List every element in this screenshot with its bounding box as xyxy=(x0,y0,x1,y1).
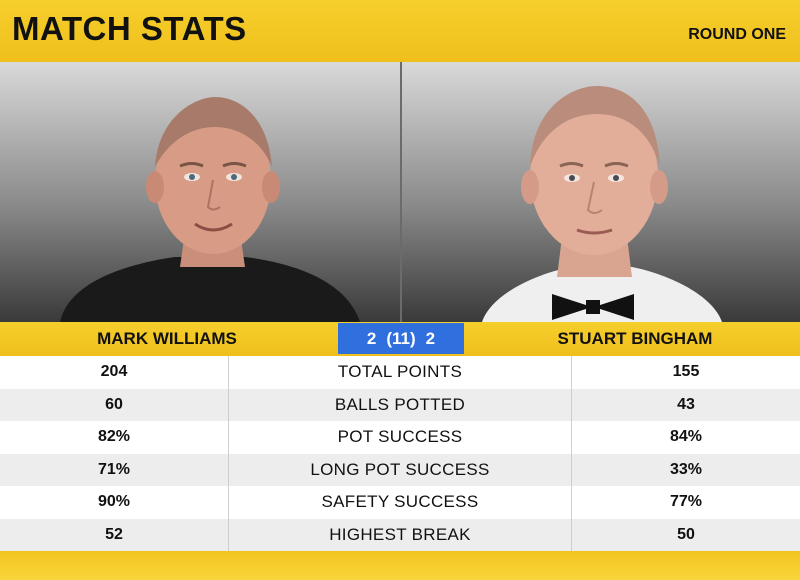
stats-row: 90% SAFETY SUCCESS 77% xyxy=(0,486,800,519)
player-portrait-left xyxy=(60,97,360,322)
stats-row: 60 BALLS POTTED 43 xyxy=(0,388,800,421)
score-frames: (11) xyxy=(386,328,416,348)
stat-value-left: 82% xyxy=(97,428,131,446)
stat-value-left: 60 xyxy=(105,395,123,413)
player-photo-left xyxy=(0,62,400,322)
stat-value-left: 204 xyxy=(100,363,128,381)
round-label: ROUND ONE xyxy=(688,26,786,43)
stat-value-right: 77% xyxy=(669,493,703,511)
page-title: MATCH STATS xyxy=(12,10,247,47)
stat-value-left: 52 xyxy=(105,525,123,543)
stats-row: 82% POT SUCCESS 84% xyxy=(0,421,800,454)
stat-value-left: 71% xyxy=(97,460,131,478)
stat-value-left: 90% xyxy=(97,493,131,511)
stats-row: 71% LONG POT SUCCESS 33% xyxy=(0,453,800,486)
stat-label: HIGHEST BREAK xyxy=(228,518,572,551)
stat-value-right: 84% xyxy=(669,428,703,446)
score-box: 2 (11) 2 xyxy=(338,323,464,354)
stat-value-right: 155 xyxy=(672,363,700,381)
stat-label: POT SUCCESS xyxy=(228,421,572,454)
player-name-left: MARK WILLIAMS xyxy=(97,329,237,348)
stat-value-right: 43 xyxy=(677,395,695,413)
stats-row: 204 TOTAL POINTS 155 xyxy=(0,356,800,389)
photo-divider xyxy=(400,62,402,322)
stat-value-right: 33% xyxy=(669,460,703,478)
stats-table: 204 TOTAL POINTS 155 60 BALLS POTTED 43 … xyxy=(0,356,800,551)
stat-label: TOTAL POINTS xyxy=(228,356,572,389)
header-bar: MATCH STATS ROUND ONE xyxy=(0,0,800,62)
player-name-right: STUART BINGHAM xyxy=(557,329,713,348)
score-right: 2 xyxy=(425,328,436,348)
score-left: 2 xyxy=(366,328,377,348)
stat-label: BALLS POTTED xyxy=(228,388,572,421)
stat-label: SAFETY SUCCESS xyxy=(228,486,572,519)
stats-row: 52 HIGHEST BREAK 50 xyxy=(0,518,800,551)
player-photo-right xyxy=(402,62,800,322)
stat-label: LONG POT SUCCESS xyxy=(228,453,572,486)
stat-value-right: 50 xyxy=(677,525,695,543)
player-portrait-right xyxy=(482,86,722,322)
footer-bar xyxy=(0,551,800,580)
